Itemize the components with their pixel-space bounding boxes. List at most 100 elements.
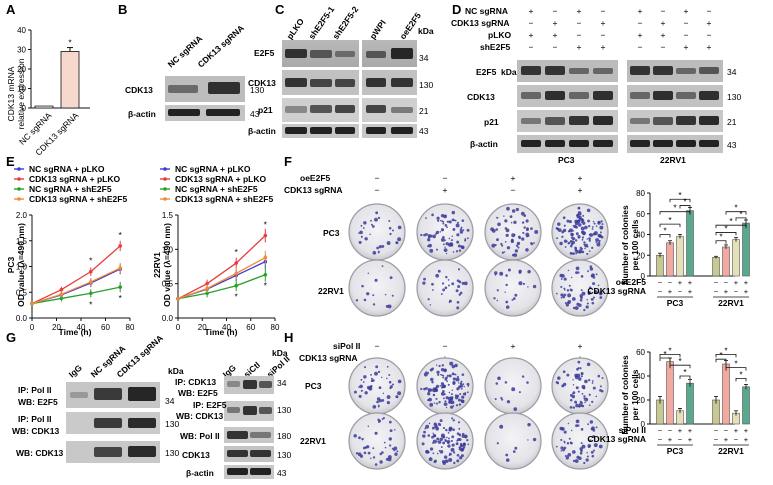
panel-f-colony bbox=[588, 286, 592, 290]
panel-e1-xlabel: Time (h) bbox=[59, 327, 92, 337]
panel-h-colony bbox=[432, 439, 437, 444]
panel-c-lane-4: pWPI bbox=[367, 18, 387, 41]
panel-h-colony bbox=[450, 393, 453, 396]
panel-h-colony bbox=[429, 388, 433, 392]
panel-f-colony bbox=[522, 231, 525, 235]
panel-f-colony bbox=[431, 213, 434, 217]
panel-f-bars-star: * bbox=[719, 232, 723, 242]
panel-h-colony bbox=[586, 452, 588, 454]
panel-f-colony bbox=[577, 223, 582, 227]
panel-c-mw-3: 21 bbox=[419, 106, 429, 116]
panel-h-colony bbox=[456, 439, 459, 442]
panel-d-sign: + bbox=[638, 30, 643, 40]
panel-f-colony bbox=[444, 286, 448, 290]
panel-f-colony bbox=[504, 240, 507, 243]
panel-h-colony bbox=[580, 375, 583, 378]
panel-h-bars-bracket bbox=[679, 375, 691, 379]
panel-f-colony bbox=[367, 272, 370, 274]
panel-f-bars-bracket bbox=[725, 211, 747, 215]
panel-f-colony bbox=[588, 225, 591, 228]
panel-f-colony bbox=[575, 271, 578, 275]
panel-h-colony bbox=[388, 420, 392, 424]
panel-f-chart: Number of colonies per 100 cells 0 20 40 60… bbox=[587, 189, 750, 308]
panel-f-bars-star: * bbox=[739, 209, 743, 219]
panel-d-cond-1: NC sgRNA bbox=[465, 6, 508, 16]
panel-c-row-2: CDK13 bbox=[248, 78, 276, 88]
panel-h-colony bbox=[384, 446, 387, 449]
panel-f-colony bbox=[533, 242, 535, 244]
panel-h-colony bbox=[367, 451, 371, 455]
panel-e-star: * bbox=[119, 230, 123, 240]
panel-h-colony bbox=[443, 393, 446, 396]
panel-h-colony bbox=[396, 396, 399, 399]
panel-h-colony bbox=[527, 423, 531, 427]
panel-g2-mw-2: 130 bbox=[277, 405, 291, 415]
panel-d-sign: + bbox=[601, 18, 606, 28]
panel-f-colony bbox=[422, 281, 426, 285]
panel-h-colony bbox=[563, 446, 567, 450]
panel-h-colony bbox=[595, 395, 598, 398]
panel-f-colony bbox=[598, 234, 602, 238]
panel-h-colony bbox=[499, 424, 504, 429]
panel-h-colony bbox=[574, 459, 579, 463]
panel-a-ylabel-1: CDK13 mRNA bbox=[6, 66, 16, 121]
panel-f-colony bbox=[587, 219, 590, 223]
panel-f-bars-bracket bbox=[659, 211, 691, 215]
panel-f-bars-star: * bbox=[678, 190, 682, 200]
panel-d-cell-1: PC3 bbox=[558, 155, 575, 165]
panel-f-colony bbox=[563, 277, 567, 281]
panel-h-colony bbox=[391, 447, 394, 450]
panel-f-bars-sign: − bbox=[734, 287, 739, 296]
panel-h-colony bbox=[454, 363, 458, 368]
panel-h-colony bbox=[452, 381, 456, 385]
panel-h-colony bbox=[353, 434, 357, 438]
panel-f-colony bbox=[585, 305, 589, 309]
panel-h-colony bbox=[394, 452, 398, 456]
panel-h-colony bbox=[521, 375, 525, 378]
panel-letter-d: D bbox=[452, 2, 461, 17]
panel-f-colony bbox=[431, 282, 434, 286]
panel-f-colony bbox=[569, 241, 572, 243]
panel-f-colony bbox=[435, 248, 439, 251]
panel-h-bars-bar bbox=[666, 361, 674, 425]
panel-f-colony bbox=[589, 267, 594, 271]
panel-d-row-4: β-actin bbox=[470, 139, 498, 149]
panel-d-sign: − bbox=[553, 42, 558, 52]
panel-h-colony bbox=[459, 382, 463, 385]
panel-h-colony bbox=[448, 457, 453, 462]
panel-f-colony bbox=[566, 219, 570, 223]
panel-h-bars-ytick-label: 20 bbox=[636, 396, 645, 405]
panel-h-colony bbox=[518, 391, 521, 394]
panel-c-row-3: p21 bbox=[258, 105, 273, 115]
panel-f-colony bbox=[420, 233, 423, 237]
plate-sign: + bbox=[443, 185, 448, 195]
panel-h-colony bbox=[562, 448, 566, 452]
panel-c-blot: pLKO shE2F5-1 shE2F5-2 pWPI oeE2F5 kDa E… bbox=[248, 4, 434, 138]
panel-h-colony bbox=[450, 439, 453, 443]
panel-h-colony bbox=[431, 426, 435, 430]
panel-h-colony bbox=[389, 429, 393, 433]
panel-f-colony bbox=[592, 220, 595, 223]
panel-f-colony bbox=[581, 238, 584, 241]
panel-h-colony bbox=[357, 452, 362, 457]
panel-f-colony bbox=[496, 238, 499, 242]
panel-f-colony bbox=[506, 206, 510, 211]
panel-a-ytick-label: 30 bbox=[17, 46, 26, 55]
panel-f-colony bbox=[369, 233, 371, 235]
panel-h-bars-bracket bbox=[715, 358, 727, 363]
panel-f-colony bbox=[442, 243, 445, 246]
panel-d-cell-2: 22RV1 bbox=[660, 155, 686, 165]
panel-h-colony bbox=[381, 418, 384, 421]
panel-h-bars-star: * bbox=[734, 359, 738, 369]
panel-h-colony bbox=[505, 453, 509, 457]
panel-h-colony bbox=[452, 377, 457, 381]
panel-f-bars-ytick-label: 0 bbox=[641, 272, 646, 281]
panel-e-series-line bbox=[177, 274, 266, 300]
panel-h-colony bbox=[389, 385, 393, 389]
panel-h-colony bbox=[457, 421, 461, 424]
panel-h-colony bbox=[432, 432, 435, 435]
panel-f-colony bbox=[572, 238, 574, 241]
panel-f-colony bbox=[435, 232, 438, 235]
panel-h-colony bbox=[501, 398, 504, 401]
panel-h-colony bbox=[511, 387, 516, 392]
